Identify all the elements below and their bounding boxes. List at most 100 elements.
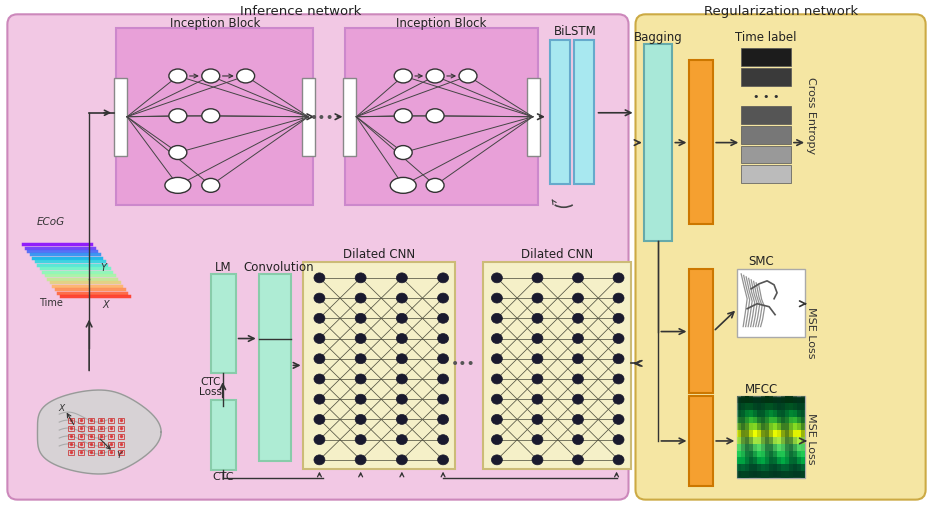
Bar [749,396,753,403]
Ellipse shape [397,293,408,304]
Bar [761,458,765,464]
Ellipse shape [532,374,543,384]
Bar [761,471,765,478]
Bar [769,403,773,410]
Bar [68,434,74,439]
Bar [769,417,773,424]
Bar [765,437,769,444]
Bar [88,434,94,439]
Bar [761,403,765,410]
Text: Y: Y [100,263,106,272]
Ellipse shape [438,293,449,304]
Bar [785,424,789,430]
Ellipse shape [426,179,444,193]
Bar [118,450,124,455]
Bar [765,444,769,450]
Bar [797,403,801,410]
Bar [345,29,537,206]
Bar [793,396,797,403]
Bar [801,396,805,403]
Bar [777,444,781,450]
Bar [773,464,777,471]
Bar [741,69,791,87]
Bar [98,434,104,439]
Bar [258,274,290,461]
Ellipse shape [169,110,187,123]
Bar [483,263,631,469]
Ellipse shape [355,273,366,283]
Bar [758,410,761,417]
Bar [777,458,781,464]
Bar [785,430,789,437]
Bar [98,442,104,447]
Bar [741,403,745,410]
Bar [785,471,789,478]
Bar [801,464,805,471]
Bar [550,41,570,185]
Bar [777,450,781,458]
Bar [741,410,745,417]
Bar [773,458,777,464]
Bar [793,471,797,478]
Bar [769,410,773,417]
Ellipse shape [573,394,583,405]
Bar [527,79,540,156]
Bar [785,458,789,464]
Bar [741,107,791,124]
Ellipse shape [314,273,325,283]
Bar [741,458,745,464]
Bar [761,464,765,471]
Bar [741,126,791,144]
Ellipse shape [613,374,624,384]
Text: Time label: Time label [735,31,797,43]
Bar [777,464,781,471]
Ellipse shape [314,293,325,304]
Bar [745,437,749,444]
Ellipse shape [613,394,624,405]
Ellipse shape [397,374,408,384]
Ellipse shape [573,435,583,445]
Bar [769,464,773,471]
Ellipse shape [532,293,543,304]
Ellipse shape [492,455,502,465]
Bar [797,444,801,450]
Bar [777,424,781,430]
Bar [773,430,777,437]
Ellipse shape [438,435,449,445]
Ellipse shape [438,273,449,283]
Bar [761,417,765,424]
Polygon shape [37,390,161,474]
Bar [741,450,745,458]
Bar [801,417,805,424]
Bar [773,471,777,478]
Bar [789,417,793,424]
Ellipse shape [202,179,220,193]
Bar [741,146,791,164]
Ellipse shape [613,334,624,344]
Bar [745,458,749,464]
Bar [108,434,114,439]
Bar [737,437,741,444]
Bar [749,464,753,471]
Bar [801,458,805,464]
Ellipse shape [532,415,543,425]
Text: CTC: CTC [201,377,221,386]
Bar [753,430,758,437]
Ellipse shape [573,334,583,344]
Bar [797,471,801,478]
Bar [769,458,773,464]
Ellipse shape [573,415,583,425]
Text: MFCC: MFCC [745,382,778,395]
Text: X: X [103,299,109,309]
Ellipse shape [573,374,583,384]
Bar [211,274,236,374]
Bar [749,450,753,458]
Bar [781,458,785,464]
Bar [785,396,789,403]
Ellipse shape [532,354,543,364]
Bar [741,471,745,478]
Bar [118,442,124,447]
Bar [745,450,749,458]
Bar [781,417,785,424]
Ellipse shape [395,70,412,84]
